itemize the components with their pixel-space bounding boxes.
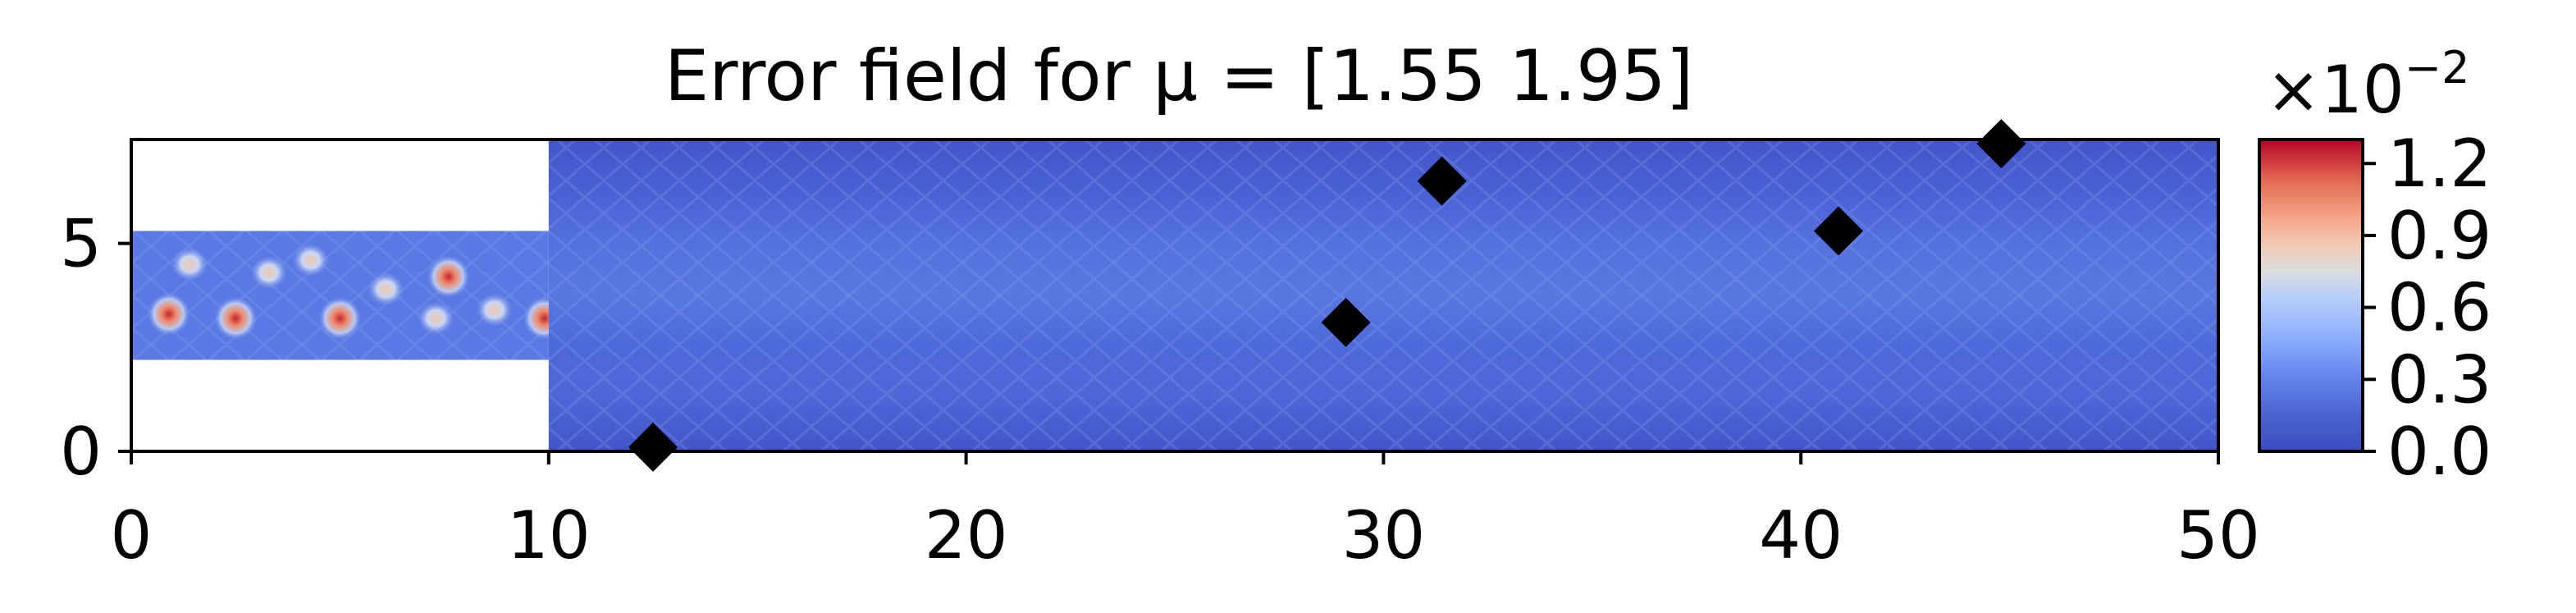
diamond-marker	[628, 422, 678, 472]
y-tick-label: 0	[60, 414, 102, 490]
colorbar-scale-label: ×10−2	[2266, 42, 2469, 128]
x-axis: 0 10 20 30 40 50	[111, 451, 2260, 574]
diamond-marker	[1813, 206, 1863, 256]
diamond-marker	[1976, 119, 2026, 169]
colorbar: 0.00.30.60.91.2 ×10−2	[2258, 42, 2492, 490]
hotspot	[427, 255, 470, 299]
hotspot	[147, 292, 190, 336]
hotspot	[214, 296, 258, 340]
colorbar-tick-label: 0.6	[2387, 270, 2492, 346]
hotspot	[523, 296, 549, 340]
diamond-marker	[1417, 156, 1467, 206]
warmspot	[368, 272, 404, 306]
x-tick-label: 30	[1342, 497, 1426, 574]
error-field-plot	[131, 119, 2218, 472]
warmspot	[250, 256, 287, 290]
x-tick-label: 20	[925, 497, 1008, 574]
colorbar-tick-label: 1.2	[2387, 126, 2492, 202]
x-tick-label: 50	[2176, 497, 2260, 574]
colorbar-tick-label: 0.3	[2387, 341, 2492, 418]
colorbar-ticks: 0.00.30.60.91.2	[2363, 126, 2492, 490]
y-tick-label: 5	[60, 206, 102, 282]
hotspot	[318, 296, 362, 340]
x-tick-label: 0	[111, 497, 153, 574]
sensor-markers	[628, 119, 2026, 472]
y-axis: 05	[60, 206, 131, 490]
x-tick-label: 10	[507, 497, 591, 574]
diamond-marker	[1321, 297, 1371, 347]
colorbar-tick-label: 0.9	[2387, 198, 2492, 274]
warmspot	[476, 293, 513, 327]
warmspot	[171, 248, 208, 281]
x-tick-label: 40	[1759, 497, 1843, 574]
main-mesh-texture	[548, 140, 2218, 451]
warmspot	[292, 243, 329, 277]
inlet-hotspots	[147, 243, 549, 340]
chart-title: Error field for μ = [1.55 1.95]	[665, 35, 1693, 117]
plot-frame	[130, 138, 2220, 453]
colorbar-gradient	[2258, 138, 2364, 453]
warmspot	[418, 301, 454, 335]
colorbar-tick-label: 0.0	[2387, 414, 2492, 490]
